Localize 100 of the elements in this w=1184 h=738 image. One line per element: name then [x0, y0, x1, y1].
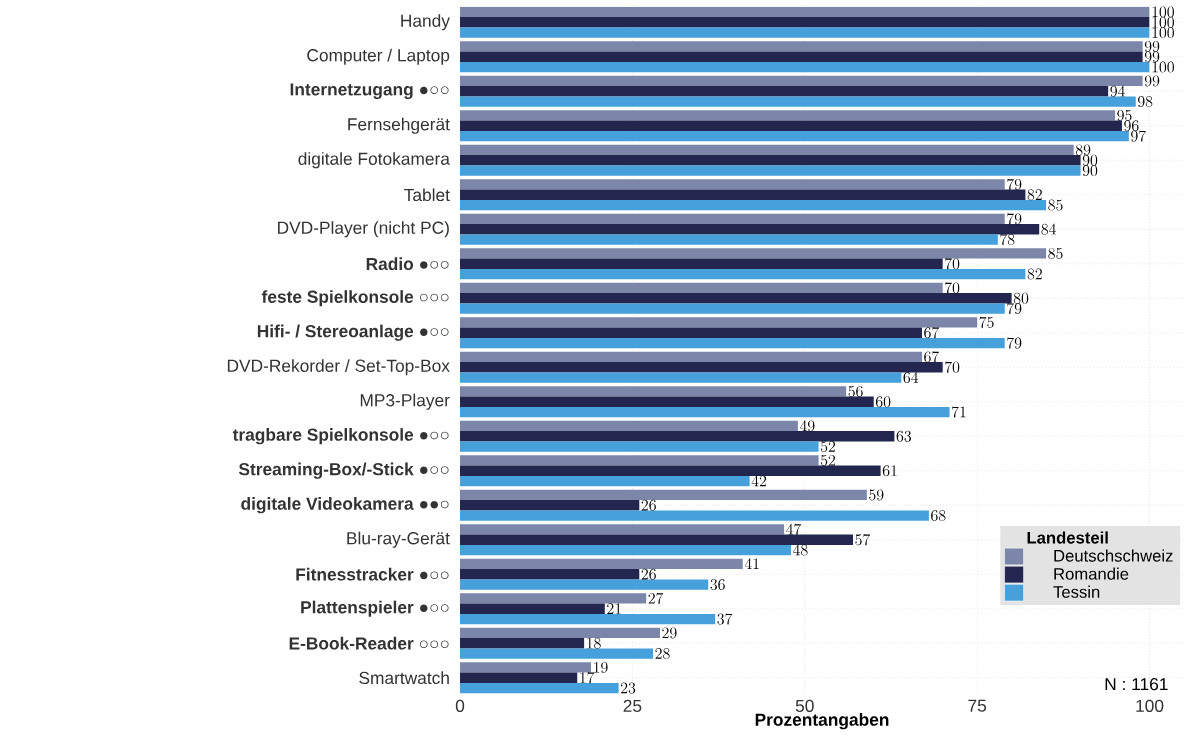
data-label: 100: [1152, 16, 1174, 28]
y-tick-label: feste Spielkonsole ○○○: [261, 290, 449, 307]
data-label: 27: [648, 592, 664, 604]
bar: [460, 638, 585, 649]
data-label: 99: [1144, 51, 1160, 63]
bar: [460, 475, 750, 487]
data-label: 84: [1041, 223, 1057, 235]
x-tick-label: 0: [455, 699, 465, 712]
bar: [460, 569, 640, 580]
bar: [460, 86, 1109, 97]
legend-label: Romandie: [1054, 567, 1129, 580]
data-label: 36: [710, 579, 725, 591]
data-label: 70: [945, 258, 960, 270]
bar: [460, 317, 978, 328]
data-label: 47: [786, 523, 802, 535]
bar: [460, 248, 1047, 259]
y-tick-label: DVD-Rekorder / Set-Top-Box: [227, 359, 450, 376]
data-label: 26: [641, 499, 656, 511]
bar: [460, 593, 647, 604]
data-label: 67: [924, 351, 939, 363]
data-label: 78: [1000, 233, 1015, 246]
legend-label: Tessin: [1053, 585, 1100, 598]
data-label: 49: [799, 420, 815, 432]
bar: [460, 500, 640, 511]
data-label: 52: [820, 454, 836, 466]
y-tick-label: Hifi- / Stereoanlage ●○○: [257, 324, 449, 341]
data-label: 97: [1131, 130, 1146, 142]
y-tick-label: tragbare Spielkonsole ●○○: [232, 428, 449, 445]
y-tick-label: Fitnesstracker ●○○: [296, 567, 449, 581]
bar: [460, 282, 943, 294]
bar: [460, 362, 943, 373]
data-label: 26: [641, 568, 656, 580]
data-label: 95: [1117, 109, 1132, 121]
bar: [460, 441, 819, 452]
bar: [460, 672, 578, 683]
data-label: 64: [903, 371, 919, 384]
data-label: 37: [717, 613, 733, 625]
bar: [460, 155, 1081, 166]
bar: [460, 199, 1047, 211]
bar: [460, 96, 1136, 107]
bar: [460, 268, 1026, 280]
bar: [460, 351, 922, 363]
legend-title: Landesteil: [1027, 531, 1108, 544]
bar: [460, 303, 1005, 314]
data-label: 18: [587, 637, 601, 649]
data-label: 80: [1013, 292, 1029, 304]
bar: [460, 558, 743, 570]
bar: [460, 431, 895, 442]
data-label: 71: [952, 406, 966, 418]
bar: [460, 579, 709, 590]
bar: [460, 386, 847, 397]
data-label: 98: [1137, 96, 1153, 108]
data-label: 17: [580, 672, 595, 684]
bar: [460, 627, 660, 639]
data-label: 82: [1027, 189, 1042, 201]
data-label: 61: [882, 465, 897, 477]
data-label: 59: [869, 489, 884, 501]
data-label: 29: [662, 627, 677, 639]
bar: [460, 51, 1143, 62]
x-tick-label: 100: [1136, 699, 1164, 712]
data-label: 60: [875, 396, 891, 408]
data-label: 56: [848, 385, 863, 397]
bar: [460, 120, 1122, 131]
bar: [460, 524, 785, 535]
bar: [460, 17, 1150, 28]
annotation: N : 1161: [1105, 678, 1168, 691]
data-label: 42: [751, 475, 767, 487]
bar: [460, 510, 929, 521]
y-tick-label: Handy: [401, 14, 450, 31]
bar: [460, 258, 943, 269]
y-tick-label: Tablet: [404, 188, 450, 202]
data-label: 21: [607, 603, 621, 614]
bar: [460, 603, 605, 614]
bar: [460, 6, 1150, 18]
data-label: 90: [1082, 165, 1098, 177]
bar: [460, 396, 874, 407]
bar: [460, 613, 716, 625]
data-label: 75: [979, 316, 994, 328]
data-label: 89: [1075, 144, 1091, 156]
bar: [460, 224, 1040, 235]
data-label: 70: [945, 361, 960, 373]
x-tick-label: 25: [623, 699, 642, 712]
y-tick-label: Fernsehgerät: [348, 117, 450, 134]
bar: [460, 41, 1143, 52]
y-tick-label: Computer / Laptop: [307, 48, 450, 65]
data-label: 28: [655, 648, 670, 660]
y-tick-label: Plattenspieler ●○○: [301, 600, 449, 617]
data-label: 68: [931, 510, 946, 522]
bar: [460, 420, 798, 432]
data-label: 90: [1082, 154, 1098, 166]
data-label: 94: [1110, 85, 1125, 97]
data-label: 79: [1007, 178, 1022, 190]
x-tick-label: 75: [968, 699, 987, 712]
data-label: 100: [1152, 6, 1174, 18]
bar: [460, 61, 1150, 73]
y-tick-label: Blu-ray-Gerät: [347, 531, 450, 548]
data-label: 100: [1152, 61, 1174, 73]
data-label: 79: [1007, 337, 1022, 349]
y-tick-label: E-Book-Reader ○○○: [289, 636, 449, 650]
legend-label: Deutschschweiz: [1054, 549, 1173, 562]
